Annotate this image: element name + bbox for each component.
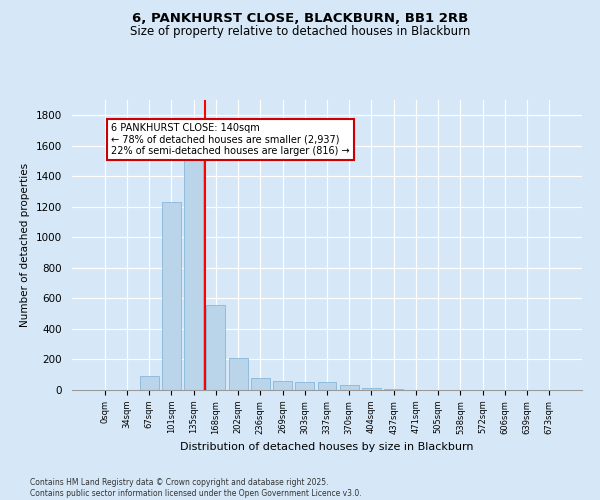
Text: 6, PANKHURST CLOSE, BLACKBURN, BB1 2RB: 6, PANKHURST CLOSE, BLACKBURN, BB1 2RB: [132, 12, 468, 26]
X-axis label: Distribution of detached houses by size in Blackburn: Distribution of detached houses by size …: [180, 442, 474, 452]
Text: Size of property relative to detached houses in Blackburn: Size of property relative to detached ho…: [130, 25, 470, 38]
Text: Contains HM Land Registry data © Crown copyright and database right 2025.
Contai: Contains HM Land Registry data © Crown c…: [30, 478, 362, 498]
Bar: [206, 304, 225, 390]
Bar: [140, 376, 158, 390]
Text: 6 PANKHURST CLOSE: 140sqm
← 78% of detached houses are smaller (2,937)
22% of se: 6 PANKHURST CLOSE: 140sqm ← 78% of detac…: [112, 123, 350, 156]
Y-axis label: Number of detached properties: Number of detached properties: [20, 163, 31, 327]
Bar: [184, 134, 203, 390]
Bar: [273, 381, 292, 390]
Bar: [162, 202, 181, 390]
Bar: [295, 382, 314, 390]
Bar: [340, 386, 359, 390]
Bar: [362, 388, 381, 390]
Bar: [251, 378, 270, 390]
Bar: [384, 389, 403, 390]
Bar: [229, 358, 248, 390]
Bar: [317, 382, 337, 390]
